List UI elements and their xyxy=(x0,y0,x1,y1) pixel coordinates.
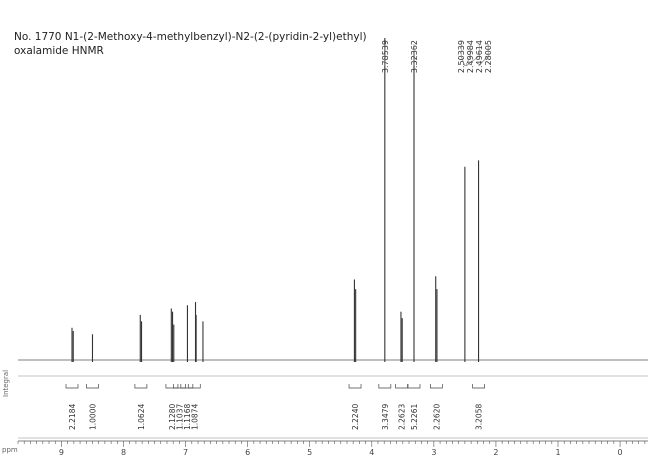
peak-label-leader xyxy=(460,55,466,67)
ppm-tick-label: 8 xyxy=(121,448,126,457)
integral-value: 2.2184 xyxy=(68,404,77,430)
integral-value: 1.1168 xyxy=(183,404,192,430)
integral-bracket xyxy=(378,384,392,389)
ppm-unit-label: ppm xyxy=(2,446,18,454)
peak-label: 3.78539 xyxy=(381,40,390,73)
ppm-axis: 9 8 7 6 5 4 3 2 1 0 xyxy=(17,440,648,457)
title-line-2: oxalamide HNMR xyxy=(14,45,104,57)
peak-label-leader xyxy=(478,55,489,67)
integral-layer: 2.2184 1.0000 1.0624 2.12801.10371.11681.08… xyxy=(18,375,648,439)
ppm-tick-label: 3 xyxy=(431,448,436,457)
spectrum-title: No. 1770 N1-(2-Methoxy-4-methylbenzyl)-N… xyxy=(14,30,367,58)
integral-bracket xyxy=(86,384,99,389)
integral-bracket xyxy=(429,384,443,389)
integral-bracket xyxy=(134,384,148,389)
ppm-tick-label: 6 xyxy=(245,448,250,457)
peak-label: 3.32362 xyxy=(410,40,419,73)
peak-label: 2.49614 xyxy=(475,40,484,73)
integral-value: 3.3479 xyxy=(381,404,390,430)
integral-value: 2.2620 xyxy=(432,404,441,430)
integral-bracket xyxy=(472,384,485,389)
integral-axis-label: Integral xyxy=(2,369,10,397)
ppm-tick-label: 5 xyxy=(307,448,312,457)
integral-value: 1.0000 xyxy=(88,404,97,430)
integral-value: 1.0624 xyxy=(137,404,146,430)
peak-label-leader xyxy=(465,55,480,67)
integral-value: 3.2058 xyxy=(475,404,484,430)
integral-value: 5.2261 xyxy=(410,404,419,430)
ppm-tick-label: 9 xyxy=(59,448,64,457)
integral-bracket xyxy=(395,384,408,389)
ppm-tick-label: 1 xyxy=(555,448,560,457)
peak-label-layer: 3.785393.323622.503392.499842.496142.280… xyxy=(381,40,493,73)
peak-label: 2.49984 xyxy=(466,40,475,73)
integral-value: 2.1280 xyxy=(168,404,177,430)
peak-label-leader xyxy=(465,55,471,67)
integral-bracket xyxy=(173,384,186,389)
ppm-tick-label: 0 xyxy=(618,448,623,457)
integral-bracket xyxy=(407,384,421,389)
integral-value: 2.2623 xyxy=(398,404,407,430)
integral-bracket xyxy=(65,384,79,389)
ppm-tick-label: 4 xyxy=(369,448,374,457)
spectrum-layer xyxy=(18,38,648,362)
integral-value: 2.2240 xyxy=(351,404,360,430)
integral-value: 1.1037 xyxy=(175,404,184,430)
integral-bracket xyxy=(187,384,201,389)
integral-bracket xyxy=(165,384,179,389)
integral-bracket xyxy=(180,384,194,389)
integral-bracket xyxy=(348,384,362,389)
ppm-tick-label: 2 xyxy=(493,448,498,457)
ppm-tick-label: 7 xyxy=(183,448,188,457)
integral-value: 1.0874 xyxy=(190,404,199,430)
title-line-1: No. 1770 N1-(2-Methoxy-4-methylbenzyl)-N… xyxy=(14,31,367,43)
peak-label: 2.28005 xyxy=(484,40,493,73)
